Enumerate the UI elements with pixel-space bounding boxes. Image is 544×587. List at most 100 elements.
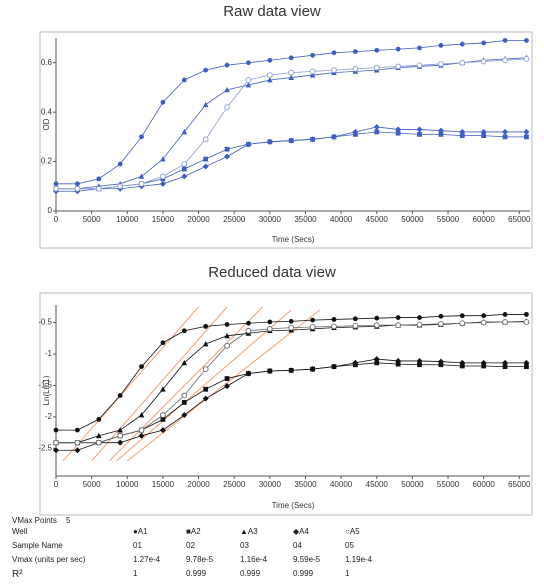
fit-line: [116, 309, 292, 462]
marker: [246, 60, 251, 66]
table-cell: 9.59e-5: [293, 555, 321, 564]
marker: [202, 340, 209, 347]
x-tick-label: 5000: [83, 480, 101, 489]
marker: [267, 77, 273, 83]
marker: [502, 312, 508, 317]
marker: [139, 364, 144, 370]
marker: [160, 340, 166, 346]
marker: [224, 343, 230, 349]
marker: [139, 134, 144, 140]
marker: [117, 183, 124, 190]
chart-title: Raw data view: [223, 3, 321, 20]
marker: [502, 128, 509, 135]
marker: [417, 362, 422, 368]
marker: [373, 356, 380, 363]
marker: [224, 153, 231, 160]
marker: [374, 47, 380, 53]
marker: [416, 321, 423, 328]
marker: [523, 128, 530, 135]
marker: [288, 324, 295, 331]
marker: [524, 312, 529, 317]
row-label: Sample Name: [12, 541, 63, 550]
marker: [138, 427, 145, 433]
marker: [202, 366, 209, 372]
marker: [310, 52, 316, 58]
x-tick-label: 50000: [401, 215, 424, 224]
x-tick-label: 0: [54, 215, 59, 224]
marker: [138, 180, 145, 187]
x-tick-label: 10000: [116, 480, 139, 489]
marker: [417, 131, 422, 137]
table-cell: 0.999: [293, 569, 314, 578]
marker: [502, 319, 508, 325]
table-cell: ■A2: [186, 527, 201, 536]
marker: [288, 69, 295, 76]
marker: [117, 161, 123, 167]
marker: [417, 315, 422, 320]
marker: [202, 163, 209, 170]
marker: [417, 45, 422, 51]
x-tick-label: 25000: [223, 480, 246, 489]
marker: [160, 99, 166, 105]
marker: [459, 320, 466, 327]
marker: [309, 136, 316, 143]
marker: [181, 77, 187, 83]
table-cell: 0.999: [240, 569, 261, 578]
table-cell: 1: [133, 569, 138, 578]
marker: [53, 439, 59, 446]
y-tick-label: 0.4: [41, 107, 53, 116]
marker: [502, 38, 508, 43]
x-tick-label: 40000: [330, 215, 353, 224]
marker: [416, 357, 423, 364]
x-tick-label: 30000: [259, 215, 282, 224]
marker: [202, 395, 209, 402]
x-tick-label: 15000: [152, 480, 175, 489]
marker: [266, 326, 273, 332]
marker: [224, 376, 230, 381]
marker: [117, 432, 124, 439]
marker: [245, 77, 252, 83]
x-tick-label: 45000: [366, 480, 389, 489]
marker: [438, 321, 444, 327]
marker: [74, 181, 80, 187]
table-cell: 1: [345, 569, 350, 578]
marker: [481, 313, 487, 319]
y-axis-title: OD: [42, 118, 51, 130]
marker: [74, 439, 81, 446]
row-label: R²: [12, 569, 23, 580]
x-tick-label: 65000: [508, 480, 531, 489]
marker: [459, 41, 465, 47]
marker: [138, 412, 145, 418]
marker: [438, 362, 444, 368]
marker: [395, 357, 402, 364]
y-tick-label: -2: [45, 412, 53, 421]
marker: [181, 128, 188, 135]
marker: [459, 359, 466, 366]
y-tick-label: -1: [45, 349, 53, 358]
marker: [74, 447, 81, 454]
marker: [266, 368, 273, 375]
y-tick-label: -0.5: [38, 318, 52, 327]
marker: [352, 316, 358, 322]
marker: [395, 46, 401, 52]
marker: [246, 320, 251, 326]
marker: [330, 133, 337, 140]
marker: [224, 383, 231, 390]
marker: [480, 58, 487, 65]
marker: [117, 427, 123, 433]
marker: [245, 327, 252, 334]
marker: [395, 322, 401, 328]
marker: [331, 317, 337, 322]
marker: [53, 447, 59, 454]
marker: [524, 38, 529, 43]
marker: [203, 156, 209, 162]
y-tick-label: 0.6: [41, 58, 53, 67]
marker: [524, 364, 529, 370]
marker: [245, 141, 252, 148]
marker: [309, 324, 316, 330]
marker: [224, 104, 230, 111]
x-tick-label: 65000: [508, 215, 531, 224]
marker: [288, 74, 295, 80]
charts: Raw data view 0 0.2 0.4 0.6 0 5000 10000 15000 20…: [38, 3, 533, 516]
fit-line: [109, 306, 264, 462]
